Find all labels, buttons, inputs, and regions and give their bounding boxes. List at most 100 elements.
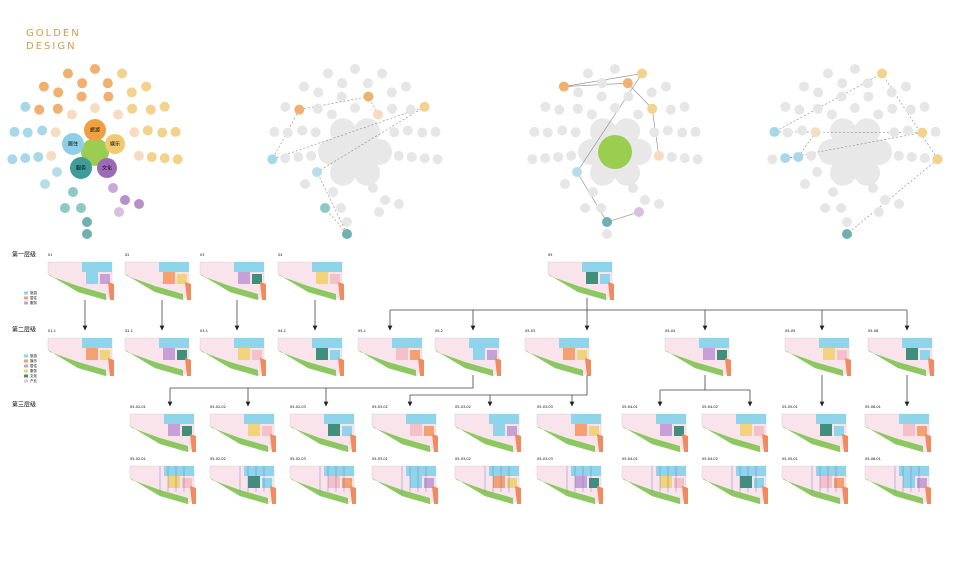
- bubble-cluster: [767, 64, 943, 239]
- bubble-dot: [628, 183, 638, 193]
- map-zone: [899, 414, 929, 424]
- bubble-dot: [141, 81, 152, 92]
- map-strip: [585, 358, 591, 376]
- site-map: 05-06: [867, 329, 934, 377]
- map-zone: [740, 476, 752, 488]
- bubble-dot: [380, 195, 390, 205]
- map-label: 05-02-03: [290, 405, 306, 409]
- bubble-dot: [46, 150, 57, 161]
- map-strip: [762, 486, 768, 504]
- bubble-dot: [313, 87, 324, 98]
- site-map: 01: [47, 253, 114, 301]
- center-blob: [866, 139, 892, 165]
- bubble-dot: [863, 91, 874, 102]
- map-strip: [495, 358, 501, 376]
- map-strip: [925, 434, 931, 452]
- map-zone: [820, 476, 832, 488]
- map-label: 05-04-01: [622, 457, 638, 461]
- bubble-dot: [38, 81, 49, 92]
- map-strip: [185, 282, 191, 300]
- bubble-dot: [690, 126, 701, 137]
- map-zone: [244, 466, 274, 476]
- map-strip: [515, 486, 521, 504]
- map-label: 05: [548, 253, 552, 257]
- bubble-dot: [837, 78, 848, 89]
- center-blob: [318, 139, 344, 165]
- map-zone: [392, 338, 422, 348]
- map-zone: [903, 476, 915, 488]
- map-green: [372, 478, 430, 504]
- map-zone: [168, 424, 180, 436]
- map-zone: [903, 424, 915, 436]
- map-zone: [164, 414, 194, 424]
- bubble-dot: [842, 229, 852, 239]
- map-strip: [185, 358, 191, 376]
- map-zone: [582, 262, 612, 272]
- bubble-dot: [269, 126, 280, 137]
- center-blob: [818, 139, 844, 165]
- map-label: 05-03: [525, 329, 535, 333]
- map-green: [372, 426, 430, 452]
- link: [271, 96, 425, 235]
- bubble-dot: [417, 127, 428, 138]
- map-zone: [312, 338, 342, 348]
- bubble-dot: [572, 167, 582, 177]
- bubble-dot: [66, 109, 77, 120]
- bubble-dot: [300, 179, 310, 189]
- map-label: 03: [200, 253, 204, 257]
- map-label: 05-1: [358, 329, 366, 333]
- bubble-dot: [120, 195, 130, 205]
- site-map: 05-04-01: [621, 405, 688, 453]
- bubble-dot: [60, 203, 70, 213]
- bubble-dot: [662, 125, 673, 136]
- map-green: [782, 426, 840, 452]
- map-green: [210, 426, 268, 452]
- bubble-dot: [570, 127, 581, 138]
- map-zone: [917, 478, 927, 488]
- center-blob: [578, 139, 604, 165]
- center-blob: [626, 139, 652, 165]
- bubble-dot: [134, 199, 144, 209]
- site-map: 05-03-02: [454, 405, 521, 453]
- map-zone: [586, 272, 598, 284]
- bubble-dot: [320, 203, 330, 213]
- map-zone: [316, 272, 328, 284]
- bubble-dot: [623, 91, 634, 102]
- bubble-dot: [596, 91, 607, 102]
- map-zone: [660, 476, 672, 488]
- map-strip: [432, 486, 438, 504]
- legend-swatch: [24, 354, 28, 358]
- map-green: [548, 274, 606, 300]
- site-map: 05-02-01: [129, 405, 196, 453]
- bubble-dot: [572, 103, 583, 114]
- bubble-dot: [588, 187, 598, 197]
- map-zone: [600, 274, 610, 284]
- legend-label: 服务: [30, 368, 37, 373]
- site-map: 02-1: [124, 329, 191, 377]
- bubble-label: 娱乐: [110, 141, 120, 148]
- bubble-dot: [142, 125, 153, 136]
- bubble-dot: [108, 183, 118, 193]
- bubble-dot: [373, 109, 384, 120]
- map-zone: [563, 348, 575, 360]
- map-label: 05-05: [785, 329, 795, 333]
- map-label: 05-06-01: [865, 457, 881, 461]
- map-green: [290, 426, 348, 452]
- site-map: 05: [547, 253, 614, 301]
- site-map: 02: [124, 253, 191, 301]
- bubble-dot: [810, 127, 821, 138]
- bubble-dot: [654, 199, 664, 209]
- bubble-dot: [893, 150, 904, 161]
- bubble-dot: [432, 154, 443, 165]
- map-zone: [834, 478, 844, 488]
- map-green: [868, 350, 926, 376]
- map-label: 05-04-02: [702, 457, 718, 461]
- legend-label: 服务: [30, 300, 37, 305]
- bubble-dot: [610, 64, 620, 74]
- map-zone: [328, 476, 340, 488]
- map-zone: [575, 476, 587, 488]
- bubble-dot: [145, 104, 156, 115]
- bubble-dot: [401, 81, 412, 92]
- bubble-dot: [889, 127, 900, 138]
